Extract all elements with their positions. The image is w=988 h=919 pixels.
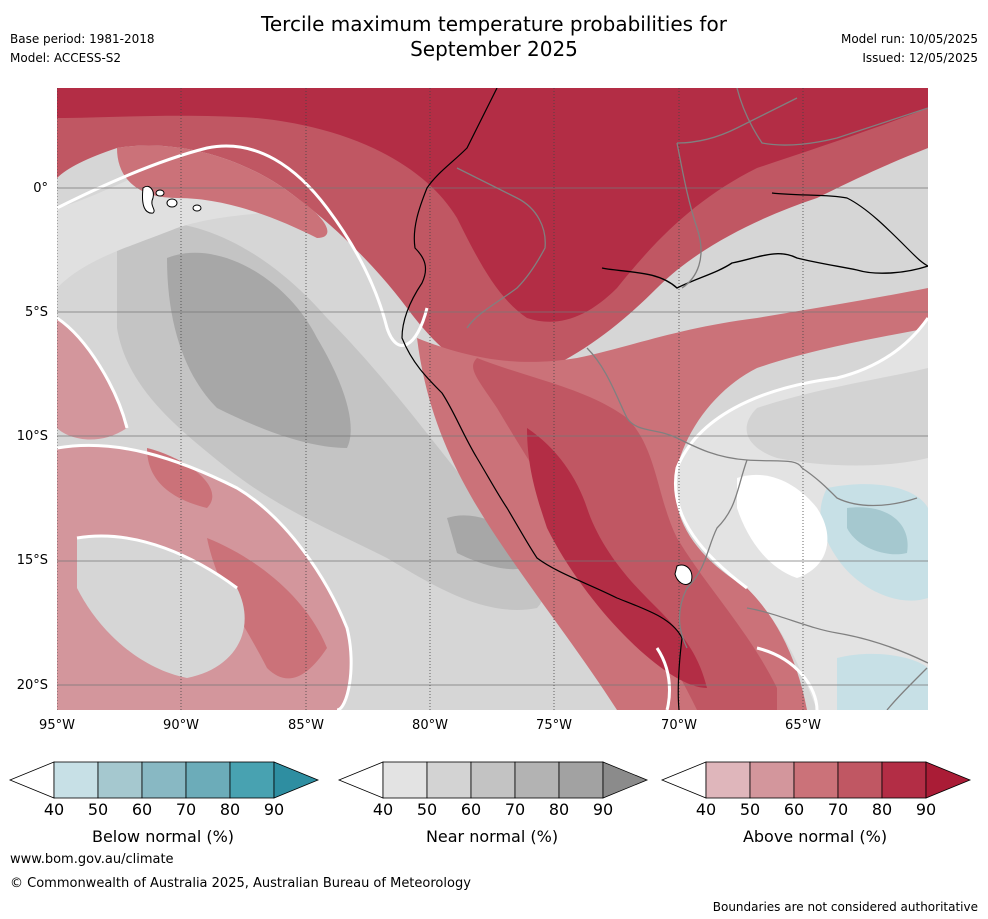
colorbar-tick-label: 80 <box>219 800 241 819</box>
forty-percent-contours <box>57 144 928 710</box>
colorbar-near-normal <box>337 761 649 799</box>
above-normal-andes-darkest <box>527 428 707 688</box>
colorbar-segment <box>881 761 927 799</box>
near-normal-darkest-region <box>167 252 351 448</box>
colorbar-min-arrow <box>660 761 707 799</box>
colorbar-tick-label: 50 <box>416 800 438 819</box>
colorbar-tick-label: 40 <box>43 800 65 819</box>
white-east-region <box>737 474 828 578</box>
colorbar-min-arrow <box>8 761 55 799</box>
northern-river <box>771 192 928 267</box>
colorbar-segment <box>514 761 560 799</box>
colorbars <box>8 761 972 799</box>
colorbar-segment <box>382 761 428 799</box>
colorbar-segment <box>97 761 143 799</box>
above-normal-north-core <box>57 88 928 322</box>
below-normal-east-core <box>847 507 908 555</box>
coastline <box>401 88 683 710</box>
lon-label-90w: 90°W <box>163 718 199 733</box>
latitude-gridlines <box>57 187 928 686</box>
lon-label-75w: 75°W <box>536 718 572 733</box>
titicaca-lake <box>674 564 693 585</box>
colorbar-near-normal-label: Near normal (%) <box>425 827 559 846</box>
colorbar-segment <box>470 761 516 799</box>
lat-label-10s: 10°S <box>16 429 48 444</box>
above-normal-upper-left <box>117 145 328 238</box>
base-period: Base period: 1981-2018 <box>10 32 155 46</box>
title-line-1: Tercile maximum temperature probabilitie… <box>261 12 727 36</box>
colorbar-segment <box>558 761 604 799</box>
colorbar-above-normal <box>660 761 972 799</box>
colorbar-tick-label: 80 <box>548 800 570 819</box>
colorbar-tick-label: 60 <box>460 800 482 819</box>
model-name: Model: ACCESS-S2 <box>10 51 122 65</box>
colorbar-tick-label: 90 <box>263 800 285 819</box>
colorbar-below-normal-label: Below normal (%) <box>91 827 235 846</box>
chart-title: Tercile maximum temperature probabilitie… <box>0 12 988 62</box>
lon-label-65w: 65°W <box>785 718 821 733</box>
colorbar-segment <box>185 761 231 799</box>
lon-label-70w: 70°W <box>661 718 697 733</box>
lat-label-5s: 5°S <box>24 305 48 320</box>
footer-copyright: © Commonwealth of Australia 2025, Austra… <box>10 876 471 891</box>
colorbar-tick-label: 40 <box>372 800 394 819</box>
colorbar-segment <box>793 761 839 799</box>
colorbar-max-arrow <box>925 761 972 799</box>
colorbar-tick-label: 40 <box>695 800 717 819</box>
model-run: Model run: 10/05/2025 <box>840 32 978 46</box>
colorbar-tick-label: 50 <box>739 800 761 819</box>
colorbar-tick-label: 50 <box>87 800 109 819</box>
colorbar-segment <box>53 761 99 799</box>
country-borders <box>456 88 928 710</box>
near-normal-east-mid <box>746 368 928 466</box>
colorbar-max-arrow <box>273 761 320 799</box>
colorbar-tick-label: 90 <box>915 800 937 819</box>
footer-url: www.bom.gov.au/climate <box>10 852 174 867</box>
footer-disclaimer: Boundaries are not considered authoritat… <box>712 900 978 914</box>
lon-label-80w: 80°W <box>412 718 448 733</box>
lon-label-95w: 95°W <box>39 718 75 733</box>
colorbar-tick-label: 70 <box>827 800 849 819</box>
colorbar-tick-label: 60 <box>783 800 805 819</box>
above-normal-southwest-inner <box>147 448 327 679</box>
colorbar-below-normal <box>8 761 320 799</box>
colorbar-segment <box>837 761 883 799</box>
galapagos-islands <box>142 185 202 214</box>
colorbar-tick-label: 70 <box>504 800 526 819</box>
colorbar-segment <box>705 761 751 799</box>
near-normal-south-patch <box>77 536 245 678</box>
colorbar-min-arrow <box>337 761 384 799</box>
issued-date: Issued: 12/05/2025 <box>862 51 978 65</box>
colorbar-tick-label: 70 <box>175 800 197 819</box>
lat-label-0: 0° <box>33 181 48 196</box>
meta-right: Model run: 10/05/2025 Issued: 12/05/2025 <box>841 30 978 68</box>
lat-label-20s: 20°S <box>16 678 48 693</box>
colorbar-segment <box>229 761 275 799</box>
amazon-river <box>601 253 928 289</box>
colorbar-above-normal-label: Above normal (%) <box>742 827 888 846</box>
colorbar-tick-label: 90 <box>592 800 614 819</box>
colorbar-max-arrow <box>602 761 649 799</box>
colorbar-segment <box>426 761 472 799</box>
colorbar-segment <box>749 761 795 799</box>
colorbar-tick-label: 60 <box>131 800 153 819</box>
below-normal-southeast-region <box>837 653 928 710</box>
lat-label-15s: 15°S <box>16 553 48 568</box>
probability-map <box>57 88 928 710</box>
meta-left: Base period: 1981-2018 Model: ACCESS-S2 <box>10 30 155 68</box>
title-line-2: September 2025 <box>410 37 578 61</box>
above-normal-andes-core <box>473 358 777 710</box>
colorbar-tick-label: 80 <box>871 800 893 819</box>
above-normal-west-region <box>57 318 127 440</box>
colorbar-segment <box>141 761 187 799</box>
lon-label-85w: 85°W <box>288 718 324 733</box>
